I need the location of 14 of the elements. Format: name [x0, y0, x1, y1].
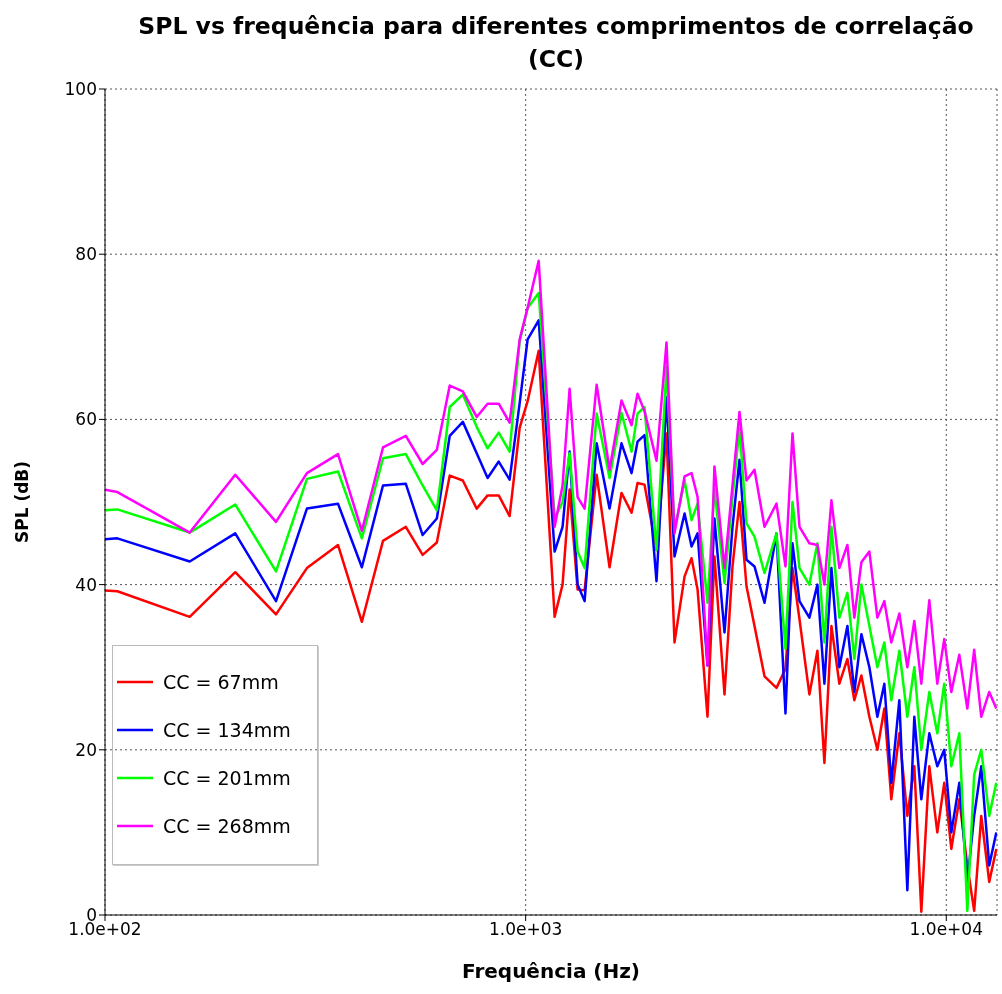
y-tick-label: 80	[75, 244, 97, 265]
x-tick-label: 1.0e+03	[488, 919, 563, 940]
legend-label: CC = 201mm	[163, 767, 291, 789]
legend-label: CC = 268mm	[163, 815, 291, 837]
x-tick-label: 1.0e+04	[909, 919, 983, 940]
y-tick-label: 20	[75, 739, 97, 760]
x-axis-title: Frequência (Hz)	[462, 959, 640, 983]
y-axis-title: SPL (dB)	[12, 460, 33, 544]
legend-label: CC = 134mm	[163, 719, 291, 741]
y-tick-label: 100	[64, 79, 97, 100]
legend-label: CC = 67mm	[163, 671, 279, 693]
y-tick-label: 40	[75, 574, 97, 595]
y-tick-label: 60	[75, 409, 97, 430]
chart-title: SPL vs frequência para diferentes comprimentos de correlação (CC)	[137, 11, 975, 75]
